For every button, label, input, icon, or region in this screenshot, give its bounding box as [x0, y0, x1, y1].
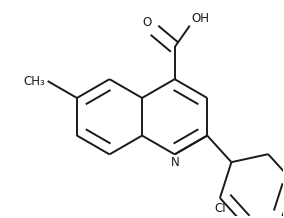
- Text: CH₃: CH₃: [23, 75, 45, 88]
- Text: OH: OH: [192, 12, 210, 25]
- Text: N: N: [171, 156, 180, 169]
- Text: O: O: [142, 16, 152, 29]
- Text: Cl: Cl: [214, 202, 226, 215]
